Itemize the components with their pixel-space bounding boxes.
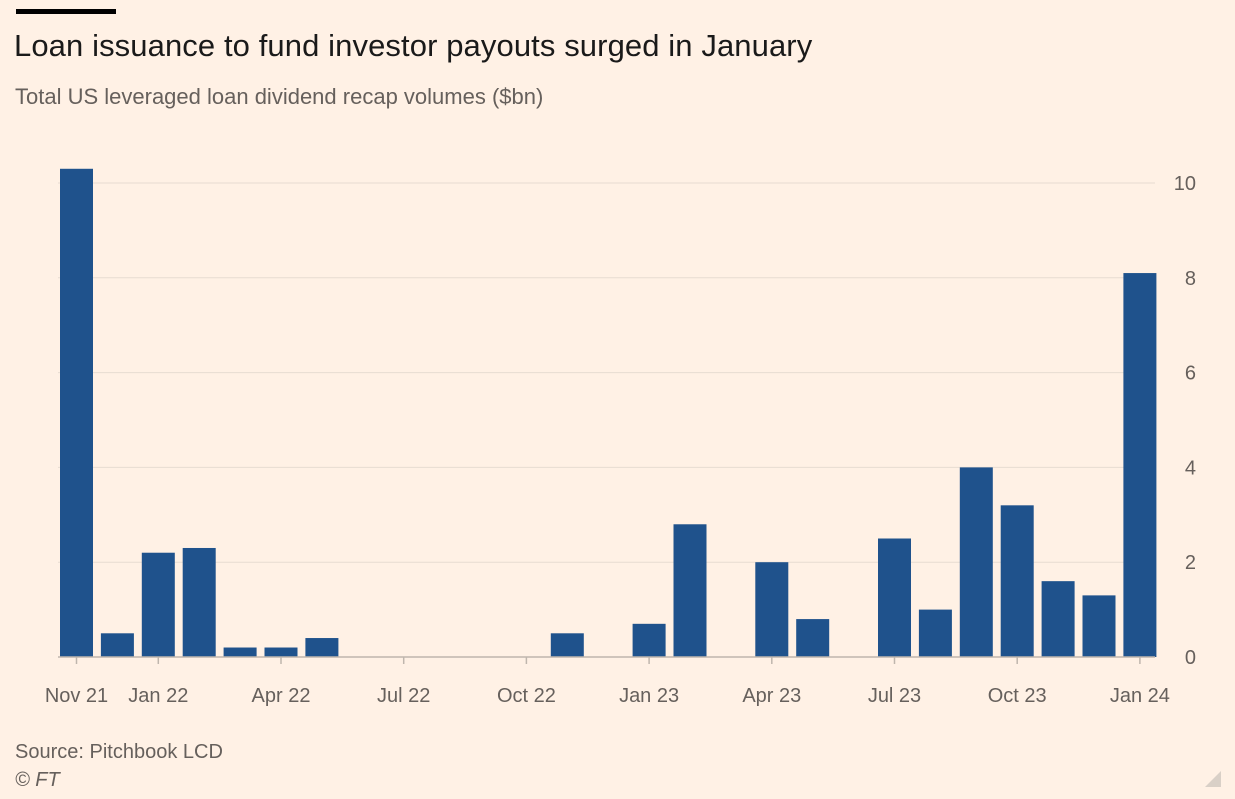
x-tick-label: Jul 23 — [868, 685, 921, 707]
x-tick-label: Jan 22 — [128, 685, 188, 707]
x-tick-label: Jan 24 — [1110, 685, 1170, 707]
bar — [264, 647, 298, 657]
copyright-note: © FT — [15, 769, 60, 791]
x-tick-label: Oct 22 — [497, 685, 556, 707]
y-tick-label: 4 — [1185, 457, 1196, 479]
x-axis-labels: Nov 21 Jan 22 Apr 22 Jul 22 Oct 22 Jan 23 Apr … — [45, 685, 1170, 707]
bar — [1041, 581, 1075, 657]
bar — [305, 638, 339, 657]
x-axis — [58, 656, 1155, 664]
bar — [1082, 595, 1116, 657]
bar — [1123, 273, 1157, 657]
bar — [755, 562, 789, 657]
x-tick-label: Jan 23 — [619, 685, 679, 707]
bar — [141, 552, 175, 657]
y-tick-label: 2 — [1185, 552, 1196, 574]
chart-title: Loan issuance to fund investor payouts s… — [14, 28, 813, 63]
x-tick-label: Apr 23 — [742, 685, 801, 707]
x-tick-label: Oct 23 — [988, 685, 1047, 707]
bar — [959, 467, 993, 657]
bar — [632, 623, 666, 657]
y-tick-label: 8 — [1185, 268, 1196, 290]
resize-grip-icon — [1205, 771, 1221, 787]
source-note: Source: Pitchbook LCD — [15, 741, 223, 763]
bar — [673, 524, 707, 657]
top-accent-rule — [16, 9, 116, 14]
y-tick-label: 6 — [1185, 363, 1196, 385]
y-tick-label: 0 — [1185, 647, 1196, 669]
bar — [796, 619, 830, 657]
x-tick-label: Jul 22 — [377, 685, 430, 707]
bar — [550, 633, 584, 657]
bar — [878, 538, 911, 657]
bar-chart: 0 2 4 6 8 10 Nov 21 Jan 22 Apr 22 Jul 22 Oct 22 Ja… — [45, 168, 1196, 707]
bar — [60, 168, 93, 657]
bars — [60, 168, 1157, 657]
y-axis-labels: 0 2 4 6 8 10 — [1174, 173, 1196, 669]
x-tick-label: Nov 21 — [45, 685, 108, 707]
x-tick-label: Apr 22 — [252, 685, 311, 707]
bar — [918, 609, 952, 657]
bar — [223, 647, 257, 657]
y-tick-label: 10 — [1174, 173, 1196, 195]
bar — [182, 547, 216, 657]
bar — [1000, 505, 1034, 657]
bar — [100, 633, 134, 657]
chart-subtitle: Total US leveraged loan dividend recap v… — [15, 84, 544, 109]
